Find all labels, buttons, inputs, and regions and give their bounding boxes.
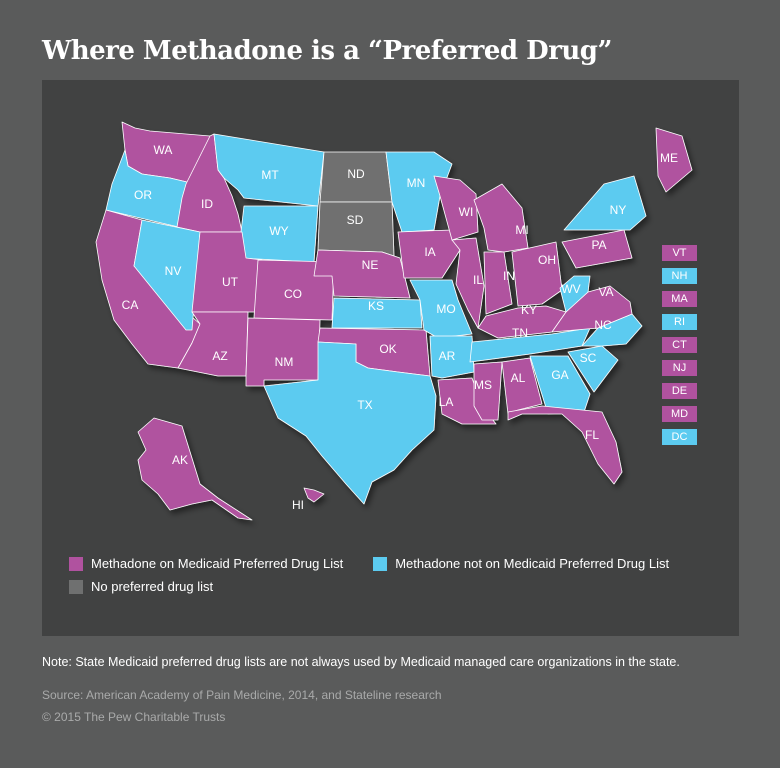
state-label-sd: SD — [347, 213, 364, 227]
small-state-ct: CT — [662, 337, 697, 353]
legend-swatch-no-list — [69, 579, 83, 594]
state-label-mn: MN — [407, 176, 426, 190]
state-label-fl: FL — [585, 428, 599, 442]
state-label-ms: MS — [474, 378, 492, 392]
state-nm — [245, 317, 321, 387]
state-al — [501, 357, 543, 415]
small-state-md: MD — [662, 406, 697, 422]
state-label-or: OR — [134, 188, 152, 202]
legend-label-on-list: Methadone on Medicaid Preferred Drug Lis… — [91, 556, 344, 571]
us-map: WA OR CA ID NV MT WY UT AZ CO NM ND SD NE KS OK TX MN IA MO… — [95, 121, 693, 521]
state-label-oh: OH — [538, 253, 556, 267]
state-shapes — [95, 121, 693, 521]
small-state-vt: VT — [662, 245, 697, 261]
state-label-ks: KS — [368, 299, 384, 313]
state-label-ut: UT — [222, 275, 239, 289]
state-label-hi: HI — [292, 498, 304, 512]
legend-item-no-list: No preferred drug list — [69, 579, 213, 594]
state-sd — [317, 201, 395, 257]
state-label-mt: MT — [261, 168, 279, 182]
state-label-mo: MO — [436, 302, 455, 316]
state-label-tx: TX — [357, 398, 372, 412]
state-label-in: IN — [503, 269, 515, 283]
state-label-ne: NE — [362, 258, 379, 272]
small-state-dc: DC — [662, 429, 697, 445]
state-label-nc: NC — [594, 318, 612, 332]
state-tx — [263, 341, 437, 505]
state-label-id: ID — [201, 197, 213, 211]
state-label-pa: PA — [591, 238, 606, 252]
state-label-ny: NY — [610, 203, 627, 217]
state-label-ok: OK — [379, 342, 396, 356]
state-wi — [433, 175, 479, 241]
state-label-ia: IA — [424, 245, 435, 259]
state-ia — [397, 229, 461, 279]
state-ms — [473, 361, 503, 421]
legend-swatch-not-on-list — [373, 556, 388, 571]
state-label-tn: TN — [512, 326, 528, 340]
legend-label-not-on-list: Methadone not on Medicaid Preferred Drug… — [395, 556, 670, 571]
state-me — [655, 127, 693, 193]
state-mi — [473, 183, 529, 253]
state-oh — [511, 241, 563, 307]
small-state-ri: RI — [662, 314, 697, 330]
page-title: Where Methadone is a “Preferred Drug” — [42, 36, 612, 66]
state-ne — [313, 249, 411, 299]
state-label-wy: WY — [269, 224, 288, 238]
state-label-mi: MI — [515, 223, 528, 237]
small-state-nh: NH — [662, 268, 697, 284]
state-labels: WA OR CA ID NV MT WY UT AZ CO NM ND SD NE KS OK TX MN IA MO… — [122, 143, 678, 512]
legend: Methadone on Medicaid Preferred Drug Lis… — [69, 556, 699, 602]
state-label-il: IL — [473, 273, 483, 287]
state-label-wi: WI — [459, 205, 474, 219]
state-pa — [561, 229, 633, 269]
state-ar — [429, 335, 475, 379]
state-label-la: LA — [439, 395, 454, 409]
state-ga — [529, 355, 591, 415]
legend-swatch-on-list — [69, 556, 83, 571]
state-label-ar: AR — [439, 349, 456, 363]
map-panel: WA OR CA ID NV MT WY UT AZ CO NM ND SD NE KS OK TX MN IA MO… — [42, 80, 739, 636]
small-states-list: VT NH MA RI CT NJ DE MD DC — [662, 245, 697, 445]
state-ny — [563, 175, 647, 231]
legend-item-not-on-list: Methadone not on Medicaid Preferred Drug… — [373, 556, 669, 571]
state-ky — [477, 305, 567, 339]
state-label-nm: NM — [275, 355, 294, 369]
state-label-nd: ND — [347, 167, 365, 181]
state-wv — [559, 275, 591, 313]
source-text: Source: American Academy of Pain Medicin… — [42, 688, 442, 702]
state-label-me: ME — [660, 151, 678, 165]
state-label-ak: AK — [172, 453, 188, 467]
state-fl — [507, 405, 623, 485]
state-ks — [331, 297, 423, 329]
state-hi — [303, 487, 325, 503]
state-label-wa: WA — [154, 143, 173, 157]
note-text: Note: State Medicaid preferred drug list… — [42, 655, 680, 669]
state-label-ga: GA — [551, 368, 568, 382]
state-il — [451, 237, 485, 329]
state-ak — [137, 417, 253, 521]
legend-label-no-list: No preferred drug list — [91, 579, 214, 594]
state-label-al: AL — [511, 371, 526, 385]
state-label-va: VA — [598, 285, 613, 299]
state-label-nv: NV — [165, 264, 182, 278]
state-label-ky: KY — [521, 303, 537, 317]
state-label-co: CO — [284, 287, 302, 301]
state-mn — [385, 151, 453, 233]
small-state-ma: MA — [662, 291, 697, 307]
small-state-nj: NJ — [662, 360, 697, 376]
state-label-wv: WV — [561, 282, 580, 296]
legend-item-on-list: Methadone on Medicaid Preferred Drug Lis… — [69, 556, 343, 571]
state-sc — [567, 345, 619, 393]
state-label-sc: SC — [580, 351, 597, 365]
state-in — [483, 251, 513, 315]
state-label-ca: CA — [122, 298, 139, 312]
small-state-de: DE — [662, 383, 697, 399]
copyright-text: © 2015 The Pew Charitable Trusts — [42, 710, 226, 724]
state-label-az: AZ — [212, 349, 227, 363]
state-nv — [133, 219, 201, 331]
